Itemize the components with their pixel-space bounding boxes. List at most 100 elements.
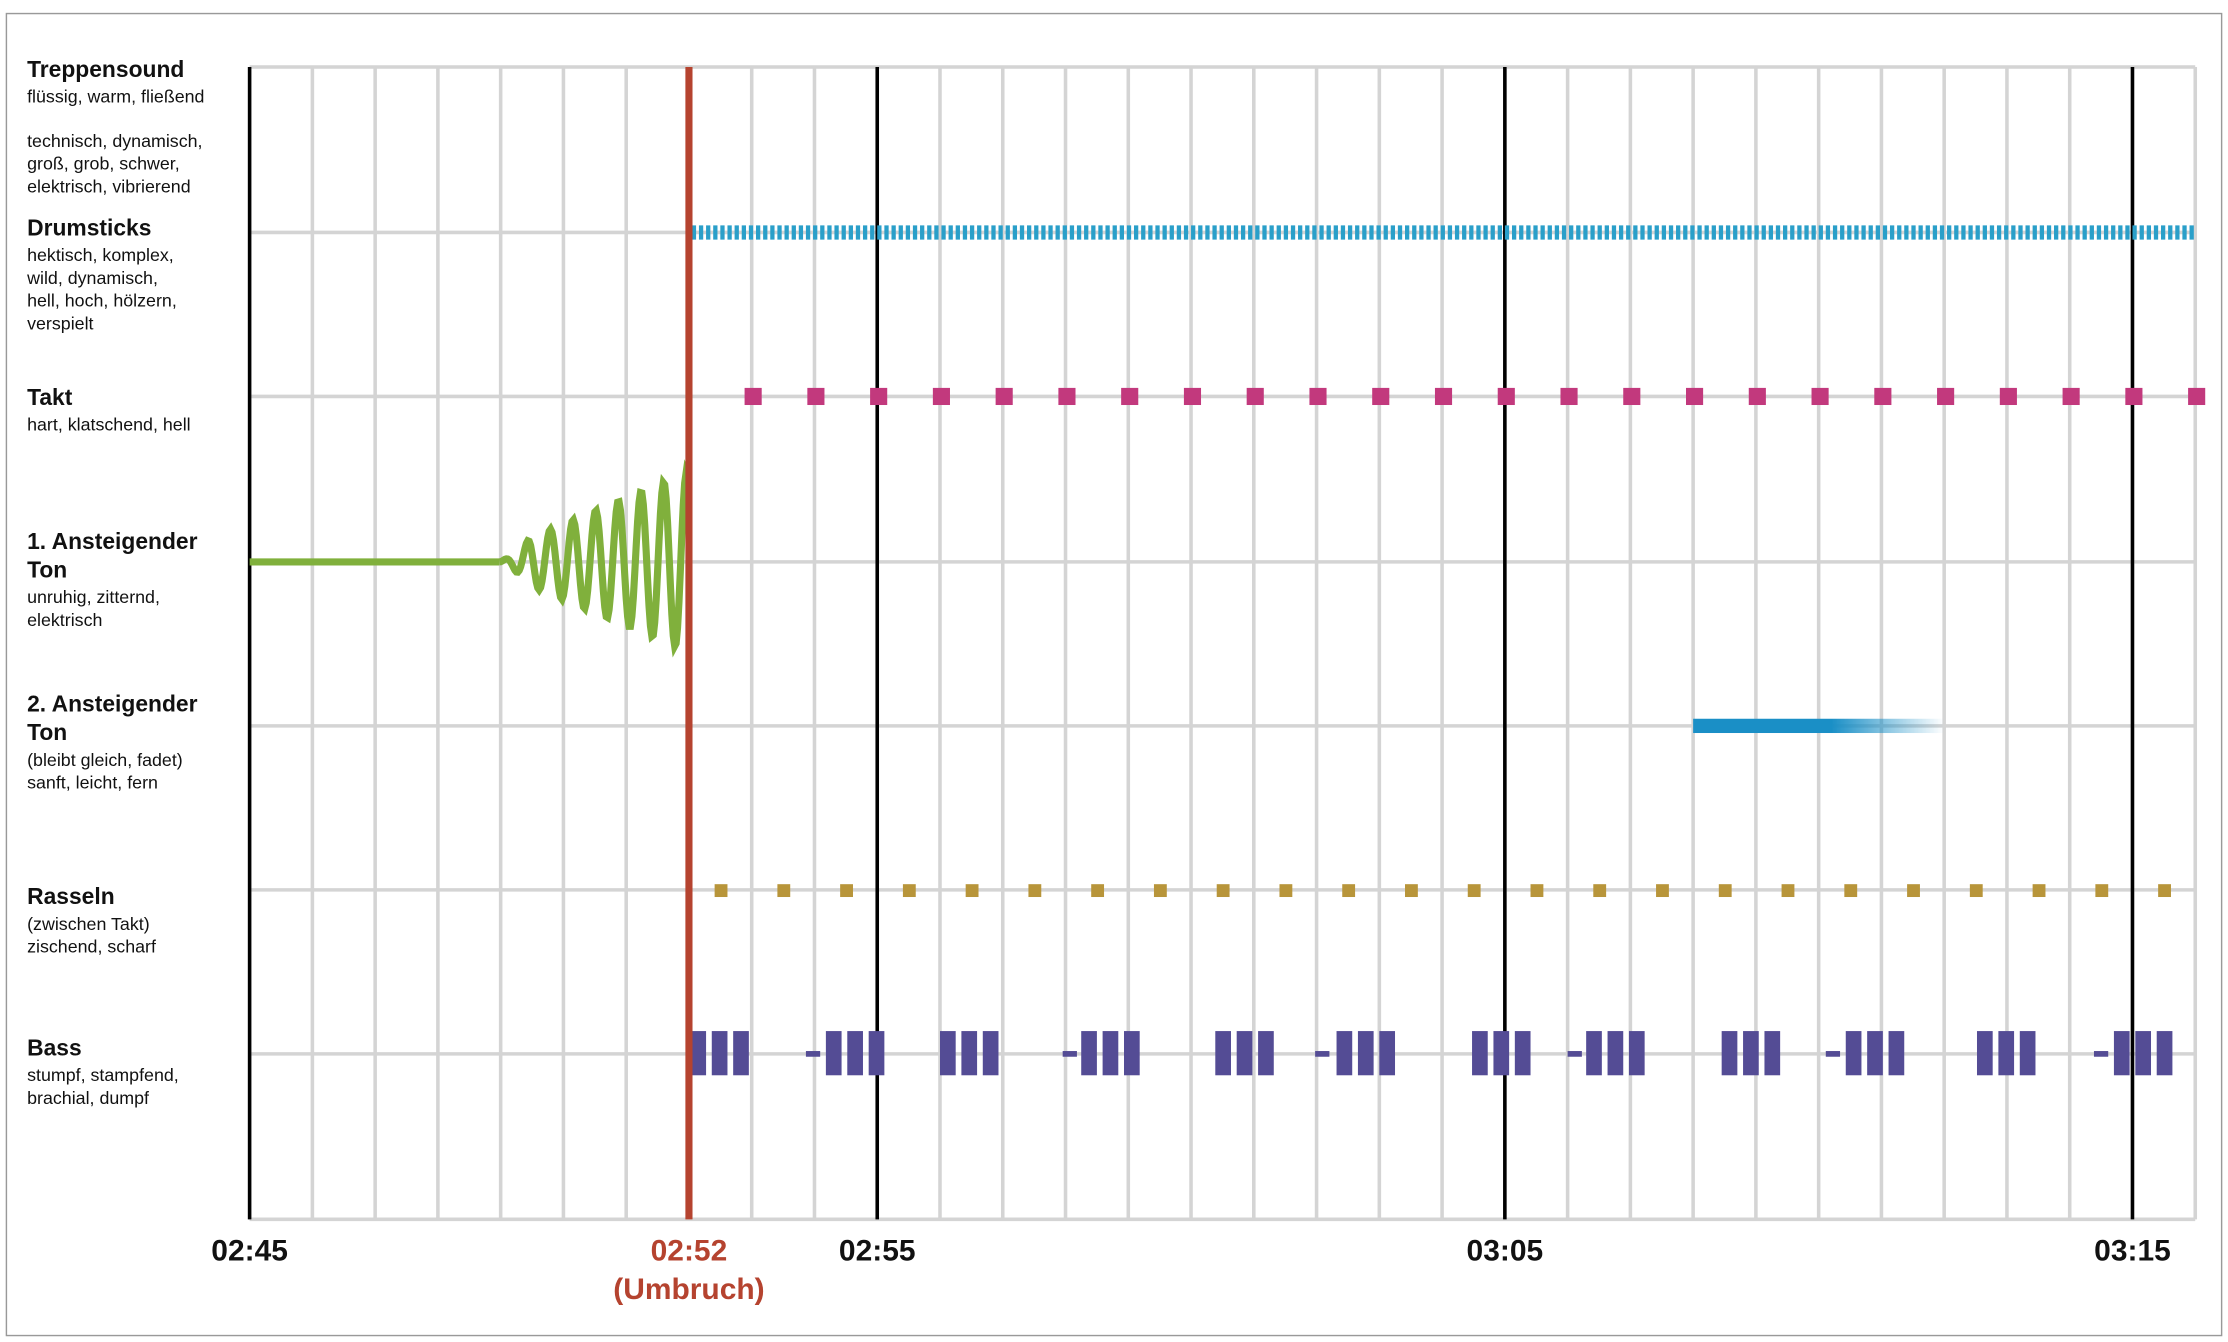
track-name: Bass xyxy=(27,1036,82,1062)
bass-hit xyxy=(1998,1031,2015,1076)
time-label: 03:15 xyxy=(2094,1235,2171,1268)
track-label: Treppensound flüssig, warm, fließend techn… xyxy=(27,57,241,198)
track-desc: (bleibt gleich, fadet) xyxy=(27,750,183,771)
track-label: Rasseln (zwischen Takt) zischend, scharf xyxy=(27,884,241,958)
time-label: 02:55 xyxy=(838,1235,916,1268)
bass-hit xyxy=(1845,1031,1862,1076)
takt-hit xyxy=(1999,387,2017,406)
rassel-hit xyxy=(1153,884,1167,898)
takt-hit xyxy=(1686,387,1704,406)
rassel-hit xyxy=(1028,884,1042,898)
track-label: Bass stumpf, stampfend, brachial, dumpf xyxy=(27,1035,241,1109)
bass-hit xyxy=(1628,1031,1645,1076)
takt-hit xyxy=(1623,387,1641,406)
rassel-hit xyxy=(902,884,916,898)
bass-hit xyxy=(1721,1031,1738,1076)
rassel-hit xyxy=(1530,884,1544,898)
track-desc: sanft, leicht, fern xyxy=(27,772,158,793)
track-desc: verspielt xyxy=(27,313,94,334)
rassel-hit xyxy=(1216,884,1230,898)
rassel-hit xyxy=(1718,884,1732,898)
bass-hit xyxy=(1514,1031,1531,1076)
rassel-hit xyxy=(1844,884,1858,898)
bass-hit xyxy=(982,1031,999,1076)
rassel-hit xyxy=(2158,884,2171,898)
rassel-hit xyxy=(1907,884,1920,898)
takt-hit xyxy=(932,387,950,406)
bass-hit xyxy=(1888,1031,1905,1076)
bass-hit xyxy=(939,1031,956,1076)
bass-hit xyxy=(2113,1031,2130,1076)
bass-hit xyxy=(847,1031,863,1076)
bass-hit xyxy=(711,1031,728,1076)
bass-tick xyxy=(1062,1051,1077,1057)
rassel-hit xyxy=(1593,884,1607,898)
bass-tick xyxy=(805,1051,821,1057)
track-name: Takt xyxy=(27,386,73,411)
rassel-hit xyxy=(1781,884,1795,898)
bass-hit xyxy=(733,1031,749,1076)
bass-hit xyxy=(1493,1031,1510,1076)
track-name: Drumsticks xyxy=(27,216,152,242)
bass-hit xyxy=(1867,1031,1883,1076)
bass-hit xyxy=(1607,1031,1624,1076)
takt-hit xyxy=(744,387,762,406)
bass-hit xyxy=(1215,1031,1231,1076)
track-desc: stumpf, stampfend, xyxy=(27,1065,179,1086)
tone-2 xyxy=(1693,718,1945,734)
bass-hit xyxy=(1236,1031,1253,1076)
bass-hit xyxy=(825,1031,842,1076)
bass-tick xyxy=(1825,1051,1841,1057)
rassel-hit xyxy=(714,884,728,898)
takt-hit xyxy=(1560,387,1578,406)
track-name: Treppensound xyxy=(27,58,185,83)
takt-hit xyxy=(1058,387,1076,406)
takt-hit xyxy=(1937,387,1955,406)
takt-hit xyxy=(1434,387,1453,406)
track-label: Takt hart, klatschend, hell xyxy=(27,385,241,436)
takt-hit xyxy=(1372,387,1390,406)
takt-hit xyxy=(995,387,1013,406)
track-desc: technisch, dynamisch, xyxy=(27,131,203,152)
track-name: 2. Ansteigender Ton xyxy=(27,693,198,746)
takt-hit xyxy=(1183,387,1202,406)
bass-hit xyxy=(2156,1031,2173,1076)
track-name: 1. Ansteigender Ton xyxy=(27,530,198,584)
bass-hit xyxy=(690,1031,707,1076)
bass-hit xyxy=(868,1031,885,1076)
bass-hit xyxy=(1336,1031,1353,1076)
track-desc: zischend, scharf xyxy=(27,936,156,957)
track-desc: elektrisch xyxy=(27,610,103,631)
rassel-hit xyxy=(1969,884,1983,898)
spacer xyxy=(27,108,241,129)
bass-hit xyxy=(2019,1031,2036,1076)
track-name: Rasseln xyxy=(27,885,115,910)
bass-hit xyxy=(1102,1031,1119,1076)
takt-hit xyxy=(1121,387,1139,406)
takt-hit xyxy=(1811,387,1829,406)
rassel-hit xyxy=(1342,884,1356,898)
takt-hit xyxy=(870,387,888,406)
takt-hit xyxy=(1246,387,1264,406)
takt-hit xyxy=(1874,387,1892,406)
track-desc: hell, hoch, hölzern, xyxy=(27,290,177,311)
track-desc: brachial, dumpf xyxy=(27,1088,150,1109)
bass-tick xyxy=(1567,1051,1582,1057)
bass-hit xyxy=(1976,1031,1993,1076)
rassel-hit xyxy=(2095,884,2109,898)
track-label: Drumsticks hektisch, komplex, wild, dynami… xyxy=(27,215,241,335)
bass-hit xyxy=(961,1031,978,1076)
rassel-hit xyxy=(1091,884,1105,898)
bass-tick xyxy=(1315,1051,1330,1057)
takt-hit xyxy=(2125,387,2143,406)
bass-hit xyxy=(1258,1031,1274,1076)
takt-hit xyxy=(1497,387,1515,406)
takt-hit xyxy=(807,387,825,406)
takt-hit xyxy=(2188,387,2206,406)
break-note: (Umbruch) xyxy=(613,1273,765,1307)
takt-hit xyxy=(1748,387,1766,406)
bass-hit xyxy=(1764,1031,1781,1076)
rassel-hit xyxy=(1279,884,1293,898)
